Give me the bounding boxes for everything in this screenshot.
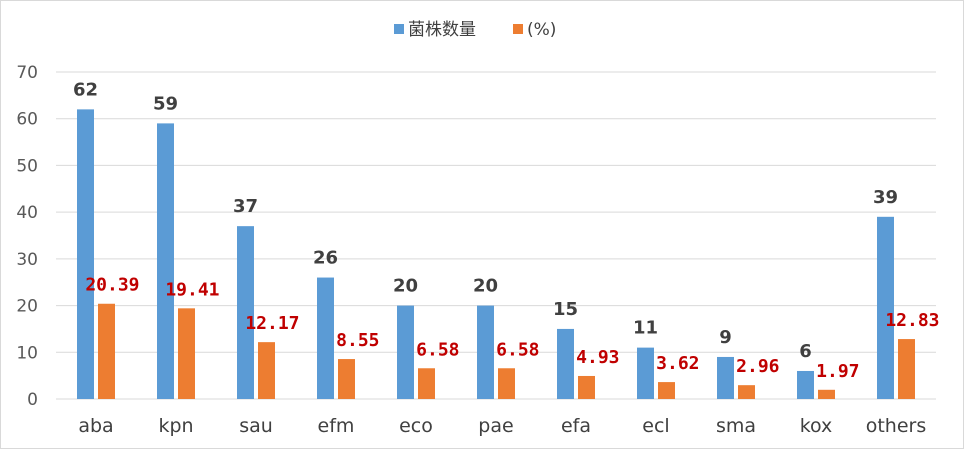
y-tick-label: 30	[16, 250, 38, 270]
count-label-aba: 62	[73, 79, 98, 100]
count-label-kpn: 59	[153, 93, 178, 114]
bar-percent-aba	[98, 303, 115, 399]
y-axis: 0 10 20 30 40 50 60 70	[16, 63, 38, 410]
legend-swatch-count	[394, 24, 404, 34]
percent-label-pae: 6.58	[496, 339, 539, 360]
x-tick-label-pae: pae	[478, 415, 513, 437]
gridlines	[56, 71, 936, 400]
percent-label-eco: 6.58	[416, 339, 459, 360]
x-tick-label-others: others	[866, 415, 927, 437]
percent-label-kpn: 19.41	[165, 279, 219, 300]
bar-count-pae	[477, 305, 494, 399]
bar-percent-ecl	[658, 382, 675, 399]
bar-count-efm	[317, 277, 334, 399]
y-tick-label: 40	[16, 203, 38, 223]
value-labels: 62 20.39 59 19.41 37 12.17 26 8.55 20 6.58 20 6.58 1…	[73, 79, 940, 381]
y-tick-label: 0	[27, 390, 38, 410]
bar-count-efa	[557, 328, 574, 399]
x-tick-label-eco: eco	[399, 415, 433, 437]
bars	[77, 109, 915, 399]
y-tick-label: 20	[16, 297, 38, 317]
bar-percent-kox	[818, 389, 835, 399]
bar-count-others	[877, 216, 894, 399]
percent-label-sma: 2.96	[736, 356, 779, 377]
y-tick-label: 70	[16, 63, 38, 83]
count-label-eco: 20	[393, 276, 418, 297]
percent-label-efa: 4.93	[576, 347, 619, 368]
legend-label-percent: (%)	[527, 20, 556, 40]
bar-percent-sau	[258, 342, 275, 399]
percent-label-sau: 12.17	[245, 313, 299, 334]
bar-count-ecl	[637, 347, 654, 399]
percent-label-aba: 20.39	[85, 275, 139, 296]
bar-count-eco	[397, 305, 414, 399]
bar-percent-sma	[738, 385, 755, 399]
percent-label-efm: 8.55	[336, 330, 379, 351]
x-tick-label-efa: efa	[561, 415, 591, 437]
bar-count-aba	[77, 109, 94, 399]
x-tick-label-sma: sma	[716, 415, 756, 437]
bar-percent-efa	[578, 375, 595, 399]
x-tick-label-efm: efm	[318, 415, 355, 437]
x-tick-label-ecl: ecl	[642, 415, 669, 437]
count-label-sau: 37	[233, 196, 258, 217]
count-label-others: 39	[873, 187, 898, 208]
count-label-kox: 6	[799, 341, 812, 362]
legend-label-count: 菌株数量	[408, 20, 476, 40]
legend-swatch-percent	[513, 24, 523, 34]
count-label-sma: 9	[719, 327, 732, 348]
count-label-efa: 15	[553, 299, 578, 320]
bar-count-kox	[797, 370, 814, 399]
bar-percent-efm	[338, 359, 355, 399]
x-tick-label-aba: aba	[78, 415, 113, 437]
percent-label-ecl: 3.62	[656, 353, 699, 374]
bar-percent-pae	[498, 368, 515, 399]
x-axis: aba kpn sau efm eco pae efa ecl sma kox others	[78, 415, 926, 437]
bar-count-sau	[237, 226, 254, 399]
count-label-pae: 20	[473, 276, 498, 297]
x-tick-label-kpn: kpn	[158, 415, 193, 437]
bar-percent-kpn	[178, 308, 195, 399]
x-tick-label-sau: sau	[239, 415, 273, 437]
y-tick-label: 50	[16, 156, 38, 176]
y-tick-label: 10	[16, 343, 38, 363]
bar-count-sma	[717, 356, 734, 399]
bar-percent-others	[898, 339, 915, 399]
legend: 菌株数量 (%)	[394, 20, 556, 40]
percent-label-others: 12.83	[885, 310, 939, 331]
count-label-ecl: 11	[633, 318, 658, 339]
bar-count-kpn	[157, 123, 174, 399]
count-label-efm: 26	[313, 248, 338, 269]
percent-label-kox: 1.97	[816, 361, 859, 382]
bar-percent-eco	[418, 368, 435, 399]
x-tick-label-kox: kox	[800, 415, 833, 437]
y-tick-label: 60	[16, 110, 38, 130]
